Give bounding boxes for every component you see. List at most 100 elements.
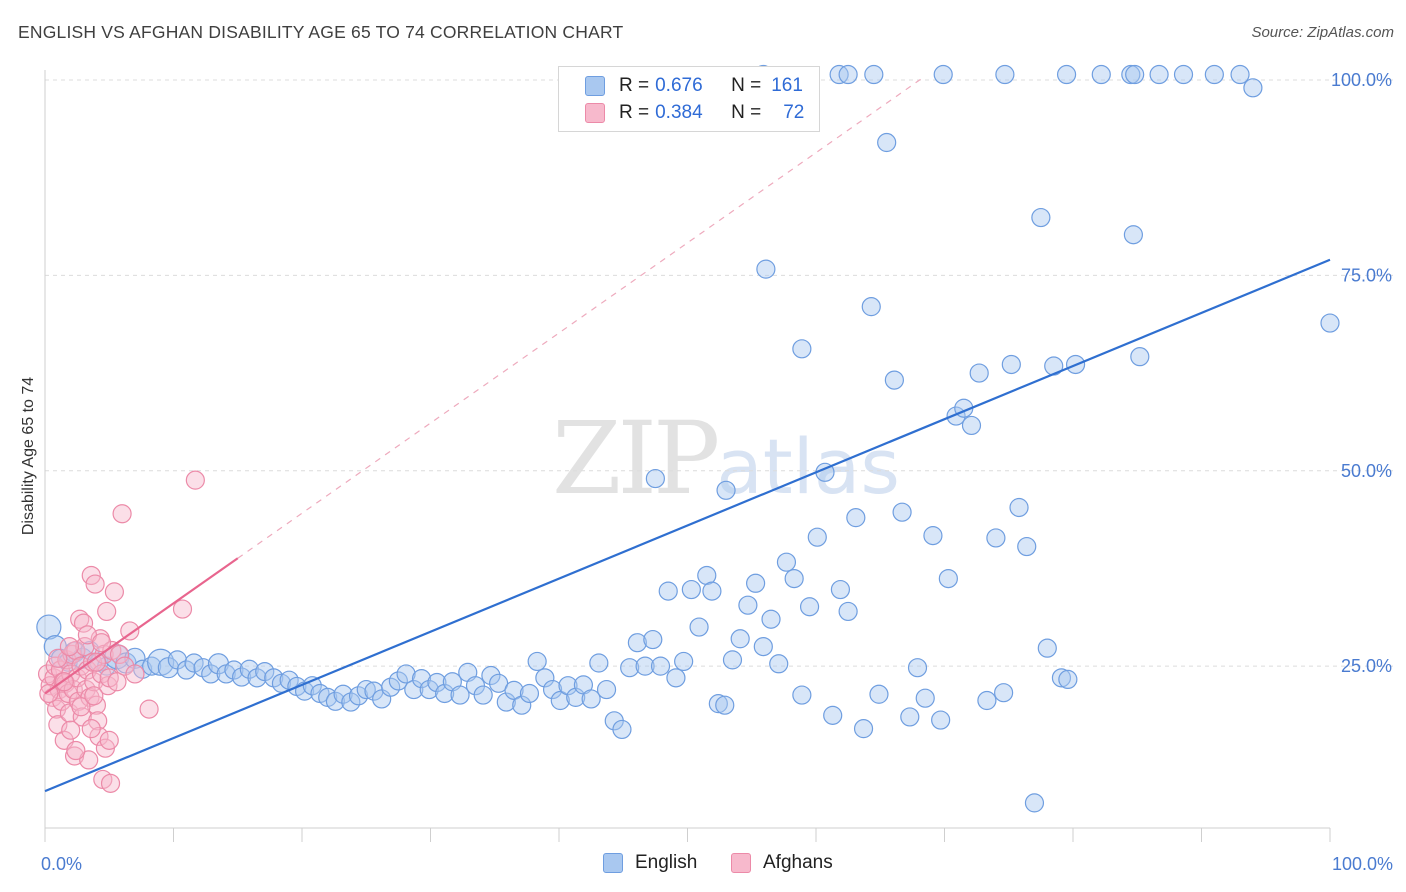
english-point xyxy=(184,653,204,673)
english-point xyxy=(681,579,701,600)
afghans-point xyxy=(86,652,107,672)
english-point xyxy=(1009,497,1029,518)
afghans-point xyxy=(48,648,68,668)
english-point xyxy=(1125,64,1145,85)
y-tick-label: 75.0% xyxy=(1341,265,1392,285)
afghans-point xyxy=(99,730,119,750)
afghans-point xyxy=(112,504,132,524)
english-point xyxy=(666,668,686,688)
legend-n-label: N = xyxy=(731,102,762,123)
english-point xyxy=(892,502,912,522)
english-point xyxy=(224,660,244,680)
english-point xyxy=(1123,225,1143,245)
english-point xyxy=(1024,793,1045,813)
english-point xyxy=(933,64,953,85)
afghans-trend-extension xyxy=(237,75,926,559)
english-point xyxy=(504,680,524,700)
english-point xyxy=(325,691,346,711)
tick-labels: 25.0% 50.0% 75.0% 100.0% 0.0% 100.0% xyxy=(41,70,1393,874)
legend-swatch-afghans xyxy=(585,103,605,123)
english-point xyxy=(697,565,717,586)
bottom-legend-afghans: Afghans xyxy=(731,852,833,874)
afghans-trend-line xyxy=(44,557,239,695)
afghans-point xyxy=(97,601,117,622)
english-point xyxy=(931,710,951,730)
english-point xyxy=(792,339,812,359)
english-point xyxy=(961,415,982,436)
english-point xyxy=(481,665,501,686)
english-point xyxy=(1051,668,1072,688)
afghans-point xyxy=(71,697,91,717)
axes xyxy=(44,70,1331,842)
x-tick-label: 0.0% xyxy=(41,854,82,874)
english-point xyxy=(348,686,369,706)
english-point xyxy=(1017,536,1037,557)
afghans-point xyxy=(107,672,127,692)
english-point xyxy=(1091,64,1111,85)
english-point xyxy=(1149,64,1169,85)
english-point xyxy=(838,64,858,85)
english-point xyxy=(900,707,920,727)
english-point xyxy=(830,579,851,600)
afghans-point xyxy=(120,621,140,641)
english-point xyxy=(658,581,678,601)
english-point xyxy=(877,132,897,153)
grid-lines xyxy=(45,79,1395,667)
legend-r-label: R = xyxy=(619,102,650,123)
english-point xyxy=(792,685,812,705)
english-point xyxy=(716,480,736,500)
afghans-point xyxy=(139,699,159,719)
english-point xyxy=(1230,64,1250,85)
english-point xyxy=(938,568,958,589)
english-point xyxy=(869,684,889,704)
legend-r-label: R = xyxy=(619,75,650,96)
legend-r-value: 0.384 xyxy=(655,102,703,123)
english-point xyxy=(620,658,640,678)
english-point xyxy=(333,684,353,704)
afghans-point xyxy=(172,599,193,619)
english-point xyxy=(722,650,743,670)
trend-lines xyxy=(44,258,1331,793)
english-point xyxy=(753,636,773,657)
afghans-point xyxy=(66,740,86,761)
english-point xyxy=(861,297,881,317)
english-point xyxy=(388,671,408,691)
english-point xyxy=(356,679,376,700)
english-point xyxy=(1204,64,1224,85)
afghans-point xyxy=(100,773,121,793)
english-point xyxy=(1130,347,1150,367)
english-point xyxy=(411,669,432,689)
legend-swatch-english xyxy=(585,76,605,96)
english-point xyxy=(589,653,609,673)
bottom-legend-swatch-afghans xyxy=(731,853,751,873)
english-point xyxy=(1173,64,1194,85)
bottom-legend-label-afghans: Afghans xyxy=(763,852,833,873)
legend-row-afghans: R = 0.384 N = 72 xyxy=(585,101,804,125)
english-point xyxy=(746,573,766,593)
english-point xyxy=(1056,64,1077,85)
afghans-point xyxy=(39,683,59,704)
y-tick-label: 100.0% xyxy=(1331,70,1392,90)
afghans-point xyxy=(59,636,80,657)
english-point xyxy=(1058,669,1078,690)
english-point xyxy=(838,601,858,622)
english-point xyxy=(612,719,632,740)
bottom-legend-english: English xyxy=(603,852,697,874)
english-point xyxy=(341,692,361,712)
afghans-point xyxy=(104,582,124,602)
english-point xyxy=(730,629,750,649)
english-point xyxy=(915,688,935,708)
english-point xyxy=(404,679,424,700)
english-point xyxy=(247,668,267,688)
afghans-points xyxy=(37,470,205,793)
english-point xyxy=(427,672,447,693)
english-point xyxy=(969,363,989,383)
english-point xyxy=(769,654,789,674)
english-point xyxy=(527,651,547,672)
legend-r-value: 0.676 xyxy=(655,75,703,96)
english-point xyxy=(558,676,578,696)
english-point xyxy=(708,694,728,714)
afghans-point xyxy=(81,719,101,739)
english-point xyxy=(715,695,735,715)
